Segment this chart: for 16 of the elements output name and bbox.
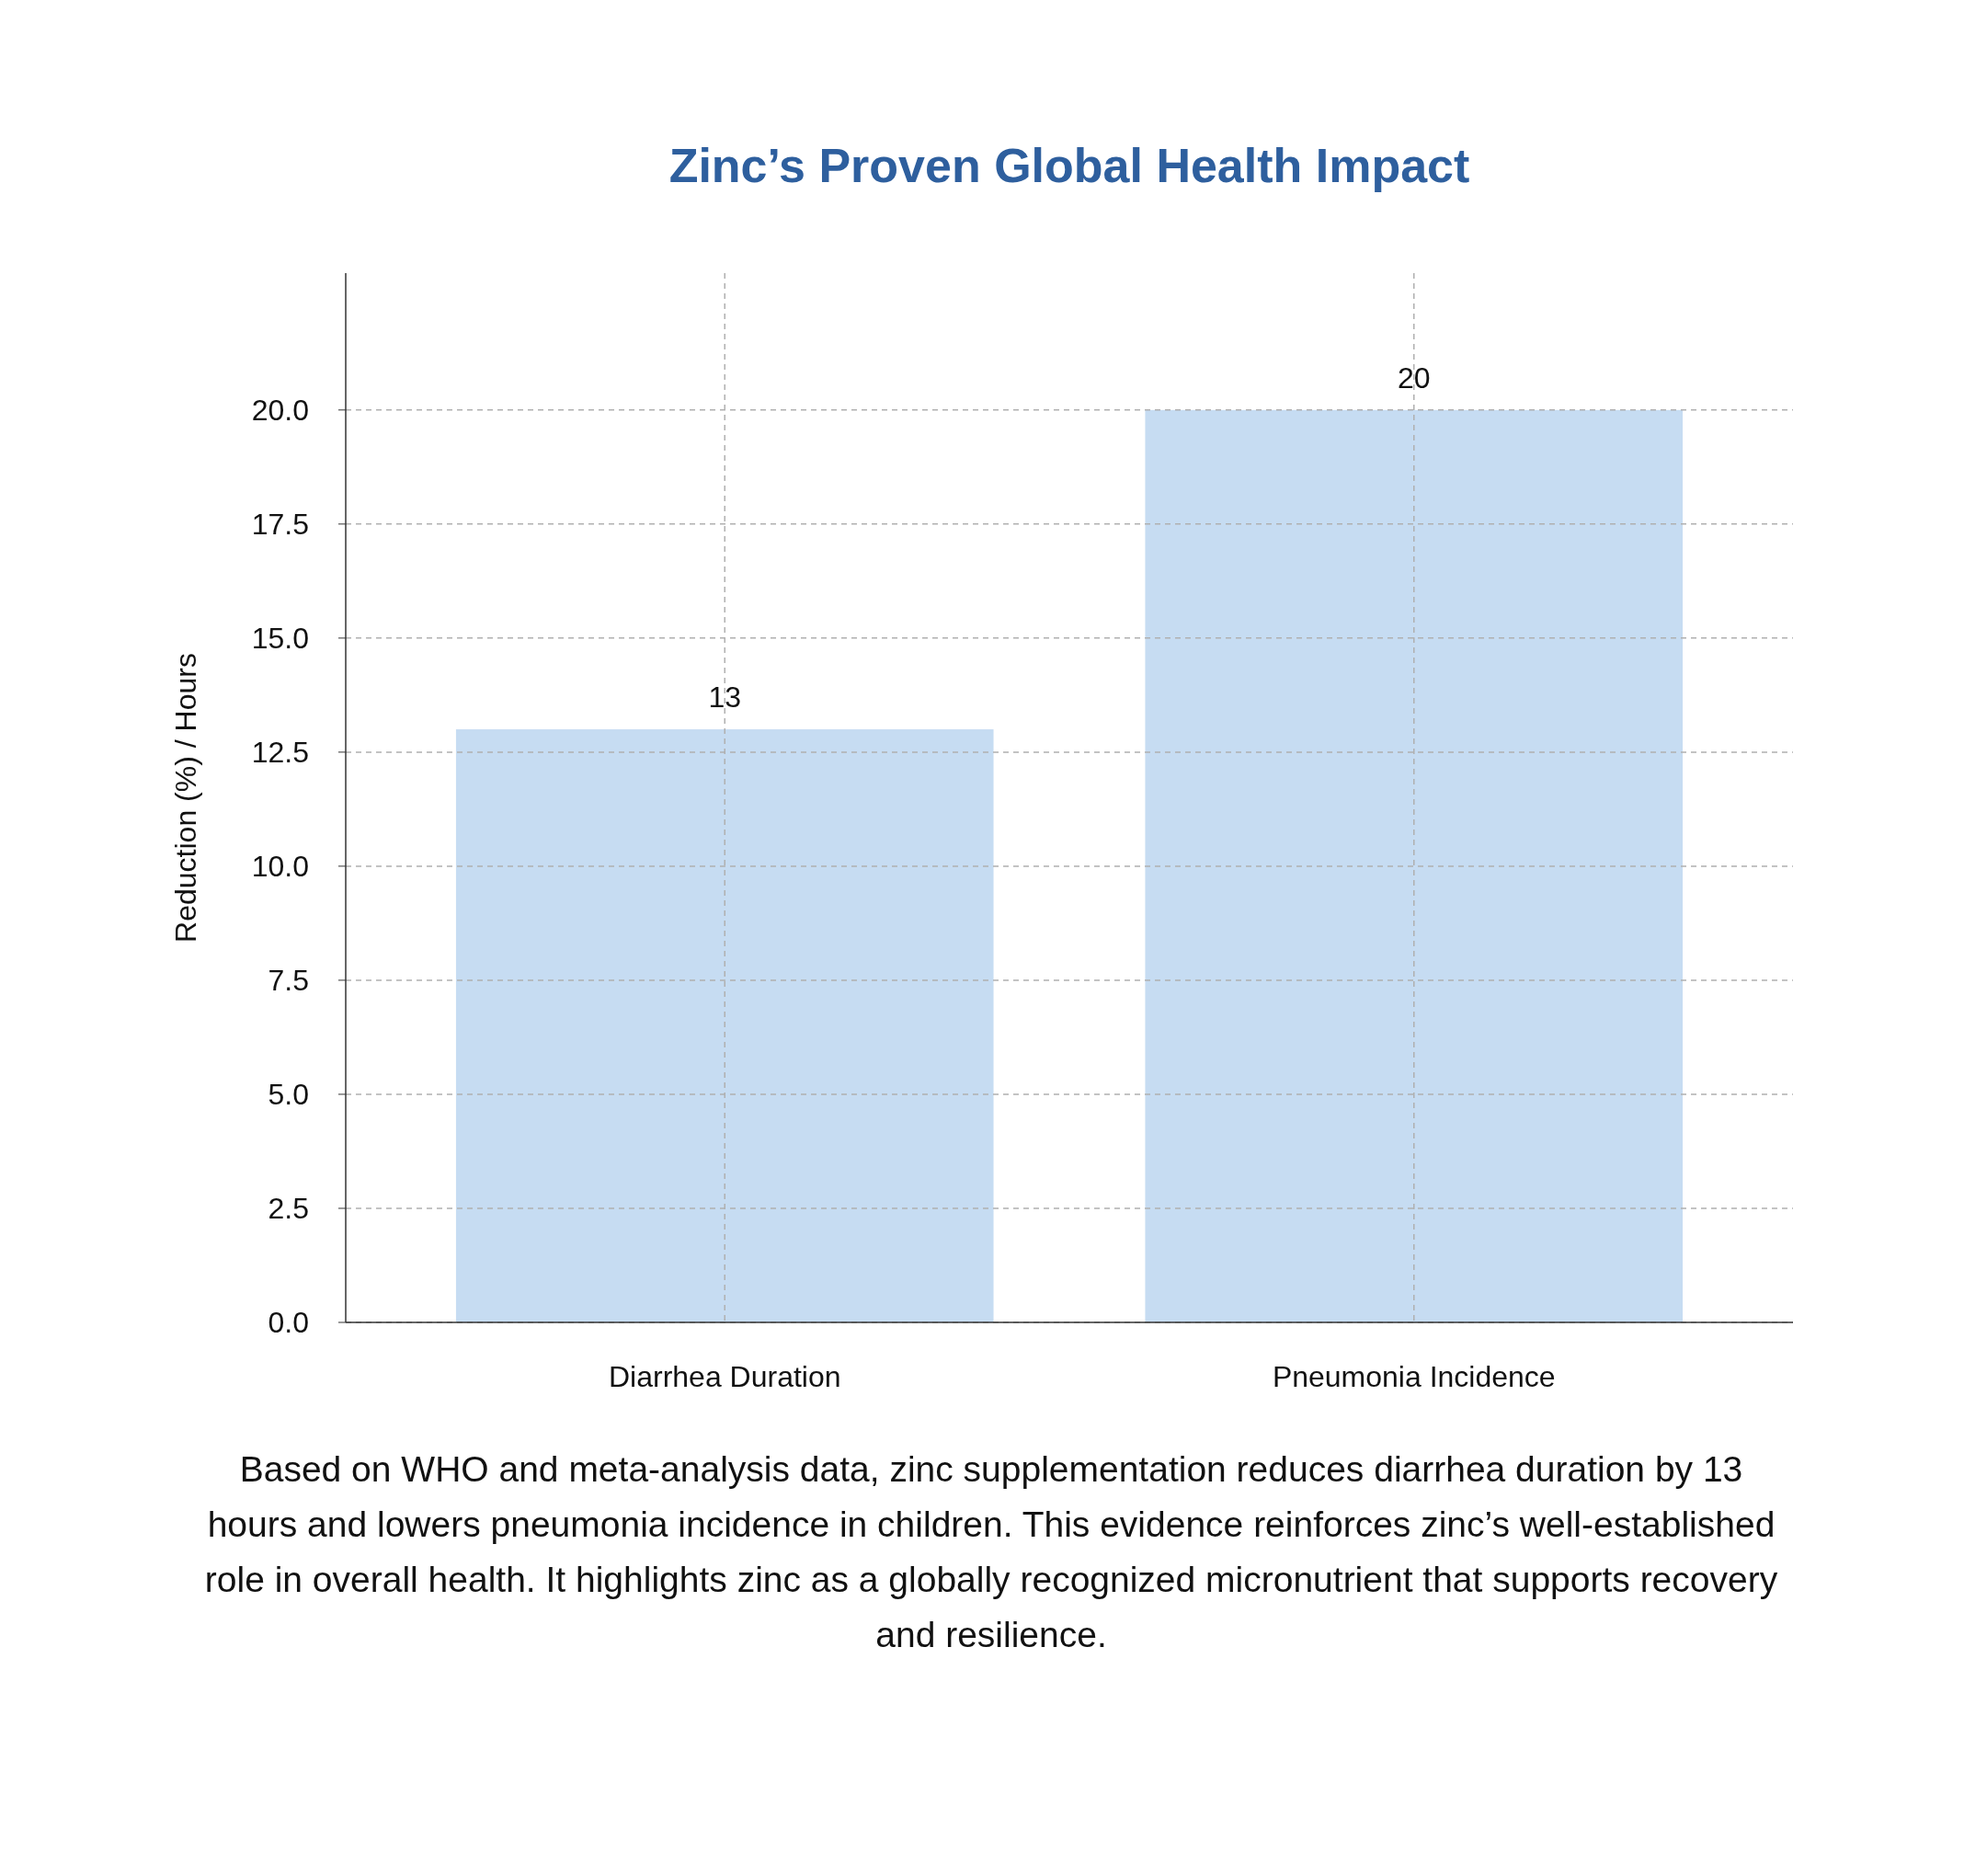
chart-title: Zinc’s Proven Global Health Impact [668, 139, 1470, 192]
text: Based on WHO and meta-analysis data, zinc supplementation reduces diarrhea duration by 13 hours and lowers pneumonia incidence in children. This evidence reinforces zinc’s well-established role in overall health. It highlights zinc as a globally recognized micronutrient that supports recovery and resilience. [203, 1448, 1779, 1656]
y-tick-label: 17.5 [251, 508, 309, 542]
y-axis-title: Reduction (%) / Hours [169, 653, 202, 943]
y-tick-label: 12.5 [251, 736, 309, 770]
y-tick-label: 0.0 [268, 1306, 309, 1340]
y-tick-label: 7.5 [268, 964, 309, 998]
x-tick-label: Pneumonia Incidence [1272, 1360, 1556, 1393]
y-tick-label: 2.5 [268, 1192, 309, 1226]
y-tick-label: 5.0 [268, 1078, 309, 1112]
y-tick-label: 10.0 [251, 850, 309, 884]
data-label: 20 [1397, 360, 1431, 395]
x-tick-label: Diarrhea Duration [608, 1360, 841, 1393]
y-tick-label: 20.0 [251, 394, 309, 428]
data-label: 13 [708, 681, 742, 715]
y-tick-label: 15.0 [251, 622, 309, 656]
